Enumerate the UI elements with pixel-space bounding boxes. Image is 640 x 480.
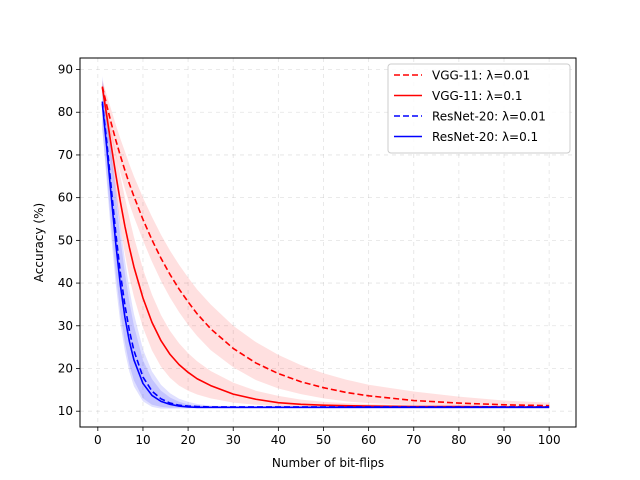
series-line-0 <box>101 86 550 407</box>
legend: VGG-11: λ=0.01 VGG-11: λ=0.1 ResNet-20: λ=… <box>387 63 571 154</box>
y-tick-label-70: 70 <box>58 148 73 162</box>
x-tick-label-60: 60 <box>361 433 376 447</box>
series-line-1 <box>101 87 550 408</box>
x-tick-label-90: 90 <box>496 433 511 447</box>
legend-label-3: ResNet-20: λ=0.1 <box>432 130 538 144</box>
y-axis-ticks: 10 20 30 40 50 60 70 80 90 <box>58 63 80 418</box>
series-line-3 <box>101 103 550 409</box>
legend-label-0: VGG-11: λ=0.01 <box>432 69 530 83</box>
series-band-0 <box>102 80 550 407</box>
legend-box <box>387 63 571 154</box>
x-axis-ticks: 0 10 20 30 40 50 60 70 80 90 100 <box>94 427 561 447</box>
y-tick-label-20: 20 <box>58 361 73 375</box>
legend-label-2: ResNet-20: λ=0.01 <box>432 110 546 124</box>
legend-label-1: VGG-11: λ=0.1 <box>432 89 523 103</box>
x-tick-label-100: 100 <box>538 433 561 447</box>
y-tick-label-90: 90 <box>58 63 73 77</box>
confidence-bands <box>102 75 550 409</box>
x-tick-label-70: 70 <box>406 433 421 447</box>
y-tick-label-80: 80 <box>58 105 73 119</box>
series-band-2 <box>102 75 550 408</box>
x-tick-label-80: 80 <box>451 433 466 447</box>
plot-frame <box>79 57 577 428</box>
y-tick-label-60: 60 <box>58 191 73 205</box>
y-tick-label-30: 30 <box>58 319 73 333</box>
x-tick-label-10: 10 <box>135 433 150 447</box>
series-lines <box>101 86 550 409</box>
x-tick-label-0: 0 <box>94 433 102 447</box>
y-tick-label-50: 50 <box>58 233 73 247</box>
series-band-3 <box>102 80 550 409</box>
y-axis-label: Accuracy (%) <box>32 203 46 282</box>
y-tick-label-40: 40 <box>58 276 73 290</box>
x-axis-label: Number of bit-flips <box>272 456 384 470</box>
x-tick-label-40: 40 <box>271 433 286 447</box>
x-tick-label-20: 20 <box>180 433 195 447</box>
y-tick-label-10: 10 <box>58 404 73 418</box>
grid <box>80 58 576 427</box>
x-tick-label-50: 50 <box>316 433 331 447</box>
x-tick-label-30: 30 <box>226 433 241 447</box>
